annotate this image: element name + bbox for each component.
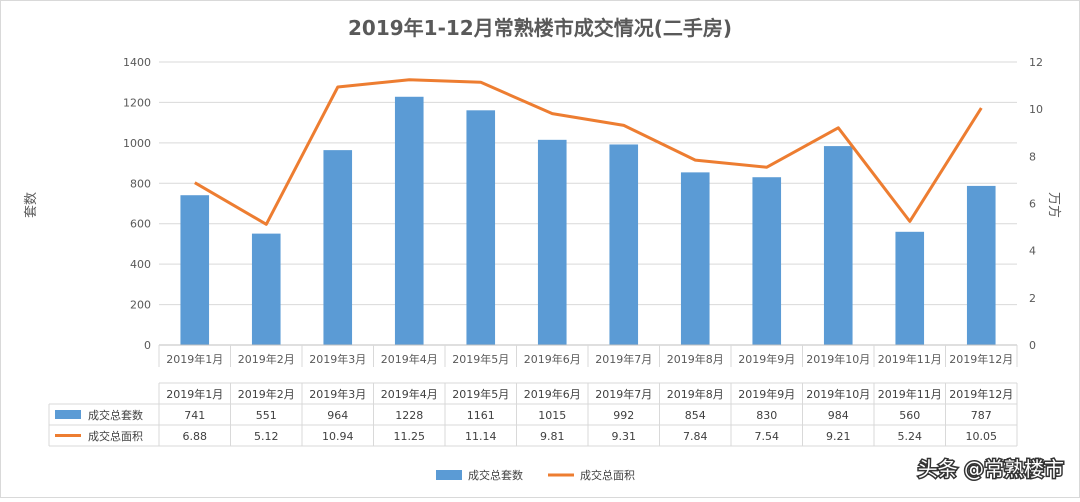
table-value-cell: 10.94 bbox=[322, 430, 354, 443]
x-tick-label: 2019年3月 bbox=[309, 352, 366, 366]
table-value-cell: 787 bbox=[971, 409, 992, 422]
table-value-cell: 741 bbox=[184, 409, 205, 422]
bar bbox=[180, 195, 210, 345]
table-value-cell: 10.05 bbox=[966, 430, 998, 443]
table-value-cell: 7.54 bbox=[755, 430, 780, 443]
table-value-cell: 1015 bbox=[538, 409, 566, 422]
table-header-cell: 2019年1月 bbox=[166, 387, 223, 401]
table-value-cell: 11.25 bbox=[394, 430, 426, 443]
series-line bbox=[194, 78, 983, 226]
table-header-cell: 2019年5月 bbox=[452, 387, 509, 401]
y-tick-label: 1000 bbox=[123, 137, 151, 150]
table-value-cell: 551 bbox=[256, 409, 277, 422]
legend: 成交总套数 成交总面积 bbox=[436, 468, 635, 482]
y2-tick-label: 4 bbox=[1029, 245, 1036, 258]
table-row-label: 成交总套数 bbox=[88, 408, 143, 422]
y2-tick-label: 6 bbox=[1029, 198, 1036, 211]
y-tick-label: 600 bbox=[130, 218, 151, 231]
x-tick-label: 2019年12月 bbox=[949, 352, 1013, 366]
table-legend-swatch-bar bbox=[55, 410, 81, 419]
chart-title: 2019年1-12月常熟楼市成交情况(二手房) bbox=[348, 16, 732, 40]
x-tick-label: 2019年10月 bbox=[806, 352, 870, 366]
table-header-cell: 2019年7月 bbox=[595, 387, 652, 401]
bar bbox=[394, 96, 424, 345]
bar bbox=[323, 150, 353, 345]
axis-layer: 0 200 400 600 800 1000 1200 1400 0 2 4 6 8 10 12 2019年1… bbox=[123, 56, 1043, 367]
table-value-cell: 984 bbox=[828, 409, 849, 422]
x-tick-label: 2019年11月 bbox=[878, 352, 942, 366]
y-tick-label: 1200 bbox=[123, 96, 151, 109]
table-header-cell: 2019年11月 bbox=[878, 387, 942, 401]
y2-tick-label: 10 bbox=[1029, 103, 1043, 116]
line-layer bbox=[194, 78, 983, 226]
data-table: 2019年1月 2019年2月 2019年3月 2019年4月 2019年5月 2019年… bbox=[48, 382, 1018, 447]
legend-swatch-bar bbox=[436, 470, 462, 480]
y-tick-label: 400 bbox=[130, 258, 151, 271]
y-tick-label: 1400 bbox=[123, 56, 151, 69]
bar bbox=[966, 185, 996, 345]
y2-tick-label: 8 bbox=[1029, 150, 1036, 163]
table-value-cell: 854 bbox=[685, 409, 706, 422]
x-tick-label: 2019年9月 bbox=[738, 352, 795, 366]
bar bbox=[609, 144, 639, 345]
table-value-cell: 992 bbox=[613, 409, 634, 422]
x-tick-label: 2019年5月 bbox=[452, 352, 509, 366]
table-value-cell: 1161 bbox=[467, 409, 495, 422]
table-header-cell: 2019年10月 bbox=[806, 387, 870, 401]
bar bbox=[251, 233, 281, 345]
table-header-cell: 2019年9月 bbox=[738, 387, 795, 401]
y2-axis-label: 万方 bbox=[1046, 192, 1062, 218]
table-value-cell: 11.14 bbox=[465, 430, 497, 443]
table-value-cell: 9.21 bbox=[826, 430, 851, 443]
table-header-cell: 2019年3月 bbox=[309, 387, 366, 401]
x-tick-label: 2019年2月 bbox=[238, 352, 295, 366]
y2-tick-label: 0 bbox=[1029, 339, 1036, 352]
x-tick-label: 2019年7月 bbox=[595, 352, 652, 366]
bar bbox=[466, 110, 496, 346]
table-value-cell: 830 bbox=[756, 409, 777, 422]
y2-tick-label: 2 bbox=[1029, 292, 1036, 305]
bar bbox=[823, 146, 853, 345]
bar bbox=[680, 172, 710, 345]
table-value-cell: 6.88 bbox=[183, 430, 208, 443]
bars-layer bbox=[180, 96, 996, 346]
y2-tick-label: 12 bbox=[1029, 56, 1043, 69]
table-header-cell: 2019年2月 bbox=[238, 387, 295, 401]
x-tick-label: 2019年8月 bbox=[667, 352, 724, 366]
table-value-cell: 964 bbox=[327, 409, 348, 422]
table-header-cell: 2019年8月 bbox=[667, 387, 724, 401]
table-value-cell: 1228 bbox=[395, 409, 423, 422]
table-header-cell: 2019年12月 bbox=[949, 387, 1013, 401]
table-value-cell: 9.31 bbox=[612, 430, 637, 443]
bar bbox=[895, 231, 925, 345]
legend-label: 成交总套数 bbox=[468, 468, 523, 482]
legend-label: 成交总面积 bbox=[580, 468, 635, 482]
table-value-cell: 560 bbox=[899, 409, 920, 422]
table-value-cell: 7.84 bbox=[683, 430, 708, 443]
table-value-cell: 9.81 bbox=[540, 430, 565, 443]
y-axis-label: 套数 bbox=[23, 192, 39, 218]
watermark: 头条 @常熟楼市 bbox=[918, 457, 1064, 481]
y-tick-label: 200 bbox=[130, 299, 151, 312]
y-tick-label: 800 bbox=[130, 177, 151, 190]
table-row-label: 成交总面积 bbox=[88, 429, 143, 443]
y-tick-label: 0 bbox=[144, 339, 151, 352]
table-header-cell: 2019年4月 bbox=[381, 387, 438, 401]
x-tick-label: 2019年4月 bbox=[381, 352, 438, 366]
bar bbox=[537, 139, 567, 345]
bar bbox=[752, 177, 782, 345]
x-tick-label: 2019年6月 bbox=[524, 352, 581, 366]
table-value-cell: 5.12 bbox=[254, 430, 279, 443]
table-value-cell: 5.24 bbox=[898, 430, 923, 443]
table-header-cell: 2019年6月 bbox=[524, 387, 581, 401]
x-tick-label: 2019年1月 bbox=[166, 352, 223, 366]
